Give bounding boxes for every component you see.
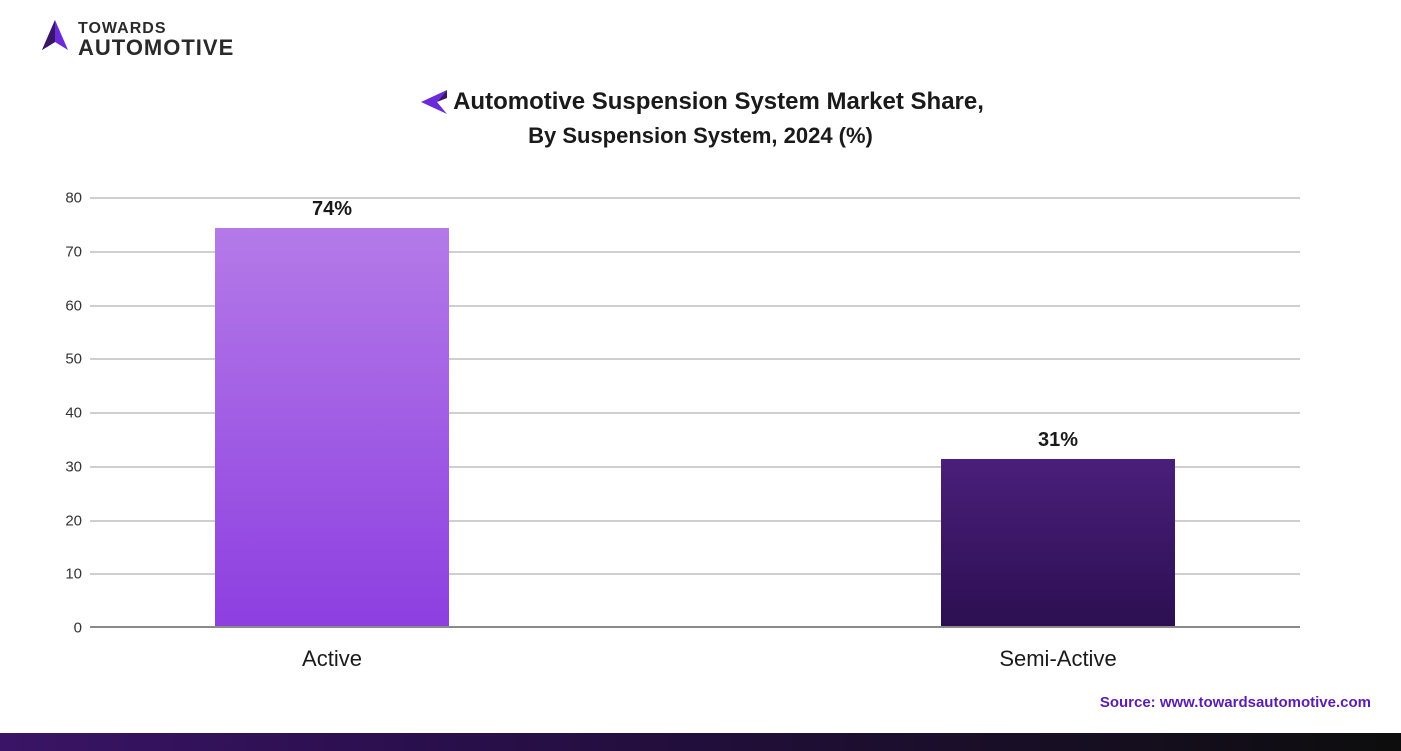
y-axis-tick: 20 — [40, 512, 90, 529]
chart-title-line1: Automotive Suspension System Market Shar… — [453, 88, 984, 116]
y-axis-tick: 80 — [40, 190, 90, 207]
y-axis-tick: 0 — [40, 620, 90, 637]
x-axis-label: Semi-Active — [999, 646, 1116, 672]
chart-title-block: Automotive Suspension System Market Shar… — [0, 88, 1401, 149]
y-axis-tick: 10 — [40, 566, 90, 583]
y-axis-tick: 30 — [40, 458, 90, 475]
y-axis-tick: 70 — [40, 243, 90, 260]
x-axis-baseline — [90, 626, 1300, 628]
bar-value-label: 74% — [215, 198, 449, 221]
y-axis-tick: 50 — [40, 351, 90, 368]
brand-logo: TOWARDS AUTOMOTIVE — [40, 20, 234, 60]
y-axis-tick: 40 — [40, 405, 90, 422]
bar-semi-active: 31% — [941, 459, 1175, 626]
brand-text: TOWARDS AUTOMOTIVE — [78, 21, 234, 59]
bar-active: 74% — [215, 228, 449, 626]
bar-chart: 0102030405060708074%Active31%Semi-Active — [90, 198, 1300, 628]
plot-area: 0102030405060708074%Active31%Semi-Active — [90, 198, 1300, 628]
y-axis-tick: 60 — [40, 297, 90, 314]
title-arrow-icon — [417, 88, 447, 116]
source-prefix: Source: — [1100, 694, 1160, 711]
brand-mark-icon — [40, 20, 70, 60]
chart-title-line2: By Suspension System, 2024 (%) — [0, 123, 1401, 149]
footer-bar — [0, 733, 1401, 751]
x-axis-label: Active — [302, 646, 362, 672]
source-url: www.towardsautomotive.com — [1160, 694, 1371, 711]
brand-line2: AUTOMOTIVE — [78, 37, 234, 59]
source-attribution: Source: www.towardsautomotive.com — [1100, 694, 1371, 711]
bar-value-label: 31% — [941, 429, 1175, 452]
